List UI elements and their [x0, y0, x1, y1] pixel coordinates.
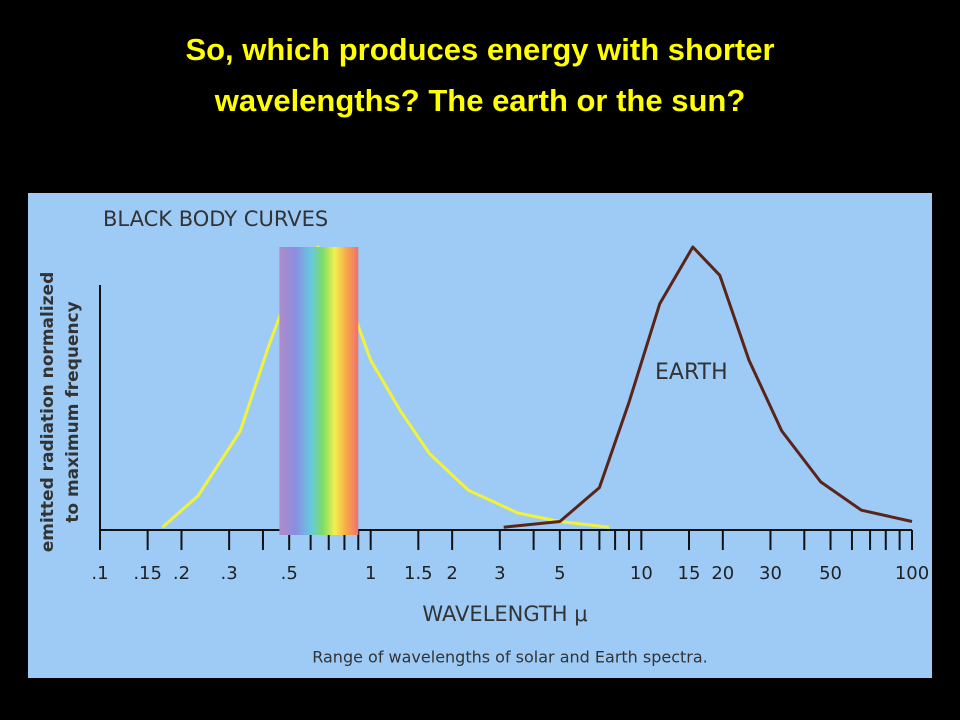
- y-axis-label: emitted radiation normalized: [38, 272, 58, 553]
- x-tick-label: 15: [678, 563, 701, 584]
- slide-title: So, which produces energy with shorter: [185, 32, 774, 67]
- x-tick-label: 1.5: [404, 563, 433, 584]
- x-tick-label: 50: [819, 563, 842, 584]
- slide-title: wavelengths? The earth or the sun?: [214, 83, 746, 118]
- caption: Range of wavelengths of solar and Earth …: [312, 648, 708, 667]
- x-tick-label: .3: [221, 563, 238, 584]
- x-tick-label: 5: [554, 563, 565, 584]
- series-label: EARTH: [655, 360, 728, 385]
- x-tick-label: .2: [173, 563, 190, 584]
- x-tick-label: 100: [895, 563, 929, 584]
- x-tick-label: .5: [281, 563, 298, 584]
- x-tick-label: .1: [91, 563, 108, 584]
- x-tick-label: 30: [759, 563, 782, 584]
- x-tick-label: 20: [711, 563, 734, 584]
- visible-spectrum: [279, 247, 359, 535]
- chart-panel: [28, 193, 932, 678]
- curve: [503, 245, 913, 529]
- x-tick-label: 2: [446, 563, 457, 584]
- x-axis-label: WAVELENGTH μ: [422, 602, 587, 626]
- x-tick-label: 10: [630, 563, 653, 584]
- chart-title: BLACK BODY CURVES: [103, 207, 328, 231]
- x-tick-label: .15: [133, 563, 162, 584]
- x-tick-label: 3: [494, 563, 505, 584]
- y-axis-label: to maximum frequency: [63, 301, 83, 523]
- x-tick-label: 1: [365, 563, 376, 584]
